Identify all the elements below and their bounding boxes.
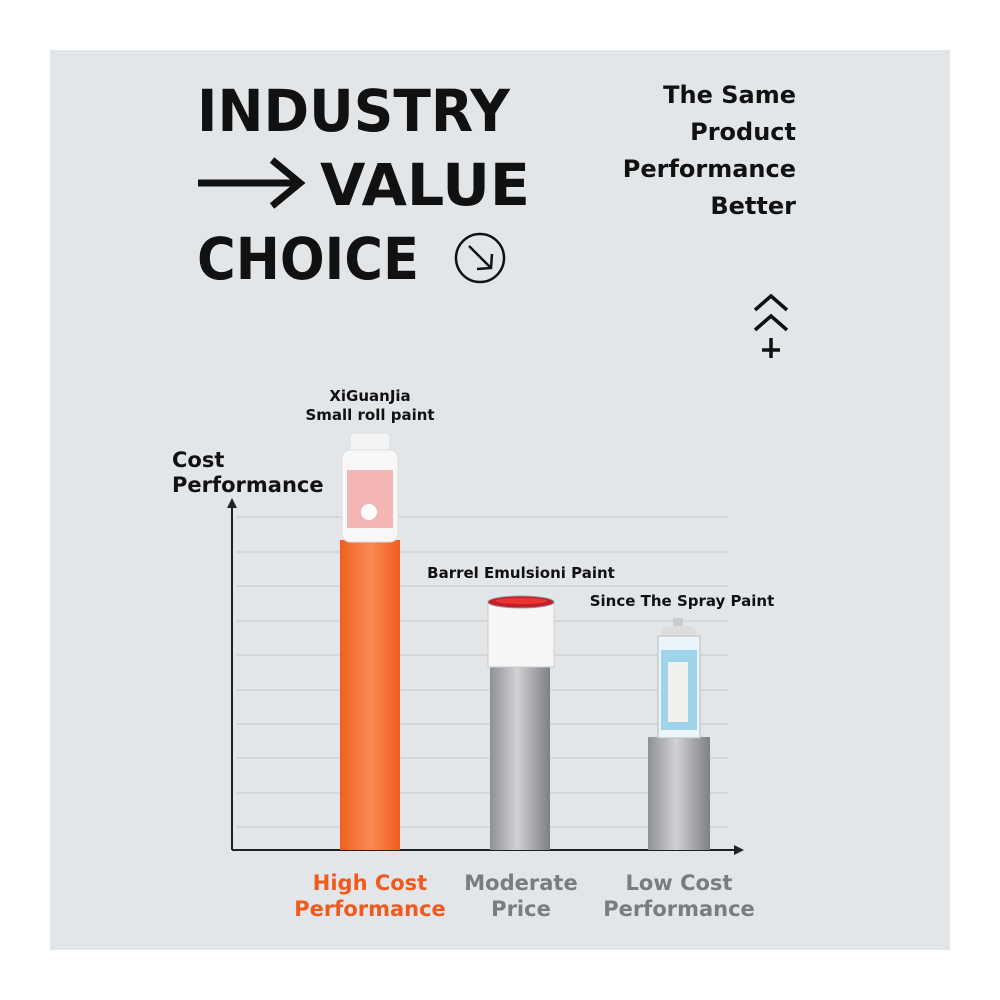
title-line: CHOICE (197, 225, 419, 293)
tagline-line: Product (690, 118, 796, 146)
product-name: Barrel Emulsioni Paint (427, 564, 615, 582)
category-label: Price (491, 897, 551, 921)
tagline-line: Performance (623, 155, 796, 183)
category-label: Low Cost (626, 871, 733, 895)
product-name: XiGuanJia (329, 387, 410, 405)
product-name: Small roll paint (305, 406, 434, 424)
spray-can-image (657, 618, 701, 739)
bar (648, 737, 710, 850)
circle-arrow-icon (454, 232, 506, 284)
bucket-image (487, 595, 555, 668)
grid (236, 516, 728, 828)
axis-label: Cost (172, 448, 224, 472)
tagline-line: The Same (663, 81, 796, 109)
bar (490, 665, 550, 850)
category-label: High Cost (313, 871, 427, 895)
category-label: Performance (294, 897, 446, 921)
category-label: Performance (603, 897, 755, 921)
title-line: VALUE (320, 151, 530, 219)
tagline-line: Better (710, 192, 796, 220)
axis-label: Performance (172, 473, 324, 497)
bar (340, 540, 400, 850)
product-name: Since The Spray Paint (590, 592, 775, 610)
bottle-image (341, 432, 399, 543)
logo-icon (753, 293, 789, 358)
arrow-icon (198, 157, 306, 209)
title-line: INDUSTRY (197, 77, 511, 145)
category-label: Moderate (464, 871, 577, 895)
